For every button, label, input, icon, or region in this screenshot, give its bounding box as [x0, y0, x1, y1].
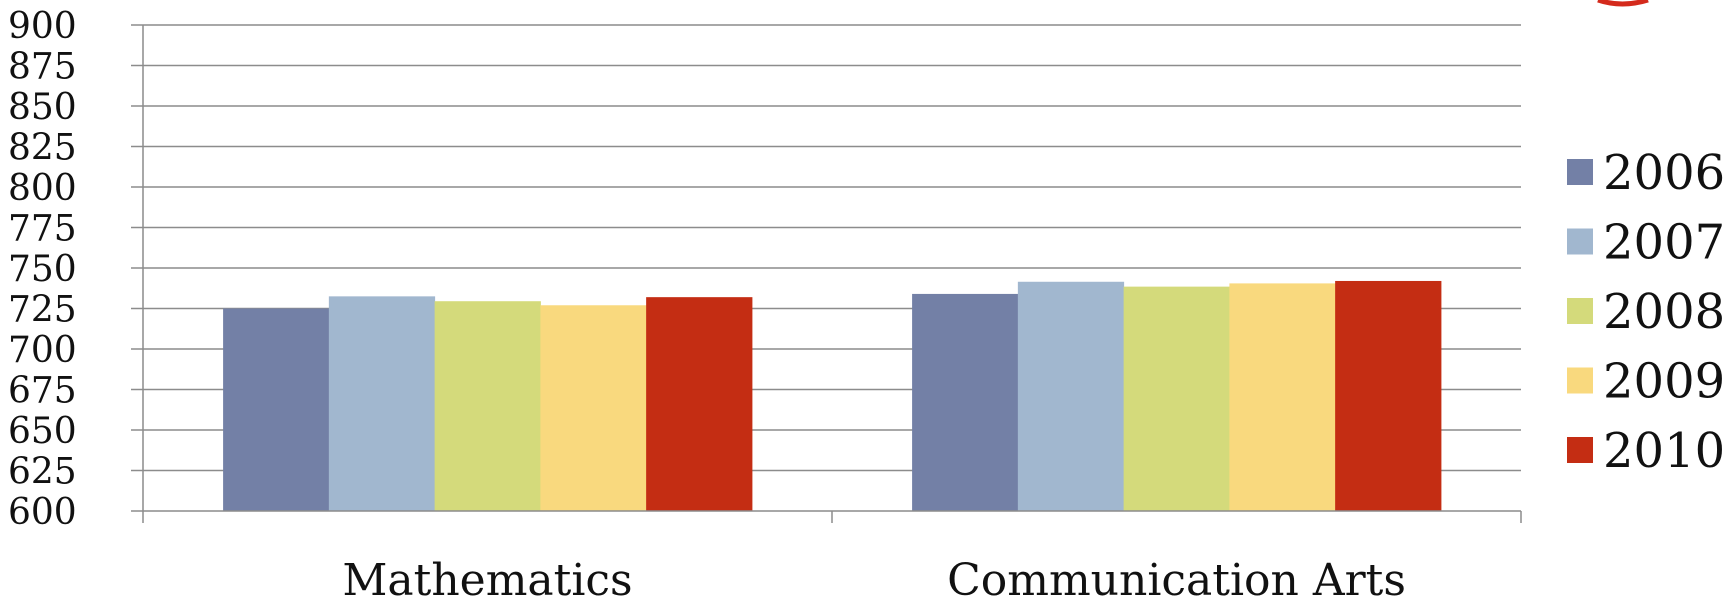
bar-2008-mathematics: [434, 301, 541, 511]
legend-label: 2007: [1603, 215, 1725, 271]
bar-2010-communication-arts: [1335, 280, 1442, 511]
y-tick-label: 800: [8, 168, 77, 209]
x-category-label: Mathematics: [342, 555, 632, 597]
legend-swatch: [1567, 367, 1593, 394]
y-tick-label: 750: [8, 249, 77, 290]
bar-2007-communication-arts: [1017, 281, 1125, 511]
x-axis-categories: Mathematics Communication Arts: [342, 555, 1406, 602]
x-category-label: Communication Arts: [947, 555, 1406, 597]
y-tick-label: 775: [8, 209, 77, 250]
bar-2006-communication-arts: [912, 293, 1019, 511]
legend-label: 2008: [1603, 284, 1725, 340]
bar-2008-communication-arts: [1123, 286, 1230, 511]
bar-2010-mathematics: [646, 297, 753, 511]
y-tick-label: 850: [8, 87, 77, 128]
legend-label: 2006: [1603, 145, 1725, 201]
y-tick-label: 900: [8, 6, 77, 47]
corner-decoration: [1597, 0, 1649, 7]
y-tick-label: 600: [8, 492, 77, 533]
bar-2009-mathematics: [540, 305, 647, 511]
axes: [131, 24, 1522, 523]
y-tick-label: 875: [8, 47, 77, 88]
y-tick-label: 650: [8, 411, 77, 452]
y-tick-label: 700: [8, 330, 77, 371]
legend-swatch: [1567, 159, 1593, 185]
legend-label: 2009: [1603, 354, 1725, 410]
legend-label: 2010: [1603, 423, 1725, 479]
bars: [223, 280, 1442, 511]
legend-swatch: [1567, 298, 1593, 324]
legend-swatch: [1567, 228, 1593, 255]
y-tick-label: 825: [8, 128, 77, 169]
bar-2007-mathematics: [328, 296, 436, 511]
bar-2006-mathematics: [223, 308, 330, 511]
y-tick-label: 675: [8, 371, 77, 412]
legend-swatch: [1567, 437, 1593, 463]
y-tick-label: 725: [8, 290, 77, 331]
bar-2009-communication-arts: [1229, 283, 1336, 511]
legend: 2006 2007 2008 2009 2010: [1567, 145, 1725, 479]
red-arc-decoration: [1597, 0, 1649, 7]
y-tick-label: 625: [8, 452, 77, 493]
